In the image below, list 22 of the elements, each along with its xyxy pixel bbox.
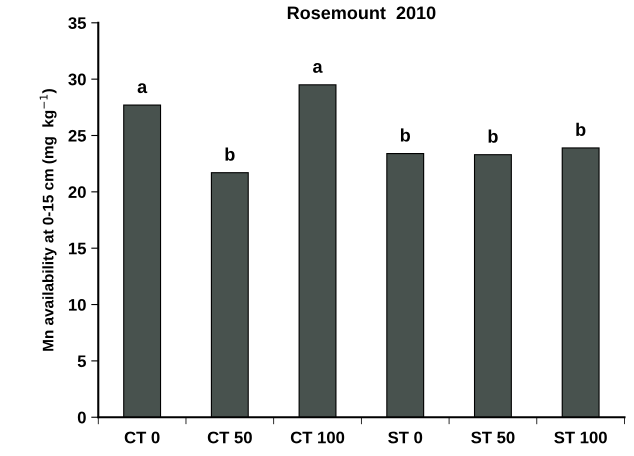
annotation: b	[400, 128, 410, 142]
x-tick-label: ST 50	[471, 432, 514, 444]
x-tick-label: ST 100	[554, 432, 607, 444]
y-tick-label: 15	[68, 242, 86, 254]
x-tick-label: CT 50	[208, 432, 252, 444]
x-tick-label: ST 0	[388, 432, 422, 444]
annotation: a	[313, 62, 323, 73]
y-tick-label: 0	[78, 412, 86, 424]
y-tick-label: 5	[78, 355, 86, 368]
y-axis-title: Mn availability at 0-15 cm (mg kg$^{−1}$)	[40, 89, 57, 351]
y-tick-label: 35	[68, 17, 86, 30]
x-tick-label: CT 0	[124, 432, 160, 444]
x-tick-label: CT 100	[290, 432, 344, 444]
y-tick-label: 10	[68, 298, 86, 311]
y-tick-label: 25	[68, 130, 86, 142]
y-tick-label: 20	[68, 186, 86, 198]
annotation: b	[576, 122, 586, 136]
annotation: b	[488, 129, 498, 143]
annotation: b	[226, 148, 235, 161]
annotation: a	[138, 83, 148, 94]
chart-title: Rosemount 2010	[288, 6, 436, 20]
y-tick-label: 30	[68, 74, 86, 86]
